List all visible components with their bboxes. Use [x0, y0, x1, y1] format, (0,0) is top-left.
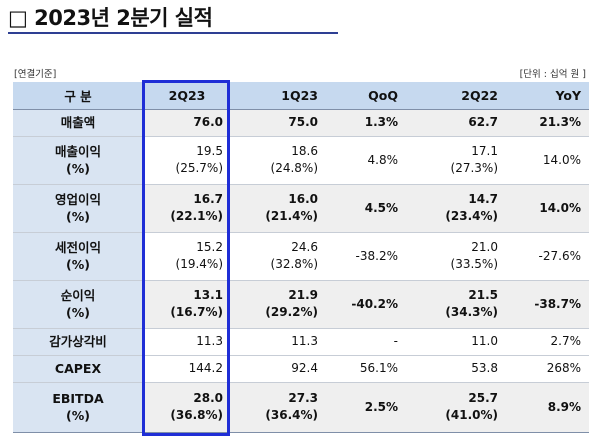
cell-qoq: -38.2%	[355, 248, 398, 263]
cell-2q23: 19.5 (25.7%)	[143, 136, 231, 184]
cell-qoq: 2.5%	[326, 382, 406, 432]
cell-1q23: 11.3	[291, 334, 318, 348]
header-category: 구 분	[13, 82, 143, 109]
cell-2q22: 53.8	[471, 361, 498, 375]
table-row: 순이익 (%) 13.1 (16.7%) 21.9 (29.2%) -40.2% 21…	[13, 280, 589, 328]
cell-qoq: 1.3%	[326, 109, 406, 136]
cell-2q23: 15.2 (19.4%)	[143, 232, 231, 280]
cell-yoy: 268%	[546, 361, 581, 375]
cell-1q23: 21.9 (29.2%)	[231, 280, 326, 328]
row-label: 세전이익 (%)	[13, 232, 143, 280]
cell-qoq: -	[393, 334, 398, 348]
page-title: □ 2023년 2분기 실적	[8, 6, 213, 30]
cell-qoq: -40.2%	[326, 280, 406, 328]
title-underline	[8, 32, 338, 34]
cell-1q23: 27.3 (36.4%)	[231, 382, 326, 432]
cell-qoq: 56.1%	[359, 361, 398, 375]
row-label: 감가상각비	[13, 328, 143, 355]
cell-qoq: 4.5%	[326, 184, 406, 232]
header-yoy: YoY	[506, 82, 589, 109]
cell-2q23: 144.2	[143, 355, 231, 382]
cell-2q22: 11.0	[471, 334, 498, 348]
cell-yoy: -38.7%	[506, 280, 589, 328]
cell-2q23: 76.0	[143, 109, 231, 136]
cell-1q23: 16.0 (21.4%)	[231, 184, 326, 232]
cell-2q22: 21.5 (34.3%)	[406, 280, 506, 328]
row-label: EBITDA (%)	[13, 382, 143, 432]
table-row: EBITDA (%) 28.0 (36.8%) 27.3 (36.4%) 2.5% 2…	[13, 382, 589, 432]
table-row: 감가상각비 11.3 11.3 - 11.0 2.7%	[13, 328, 589, 355]
cell-yoy: 14.0%	[506, 184, 589, 232]
table-row: CAPEX 144.2 92.4 56.1% 53.8 268%	[13, 355, 589, 382]
cell-2q22: 62.7	[406, 109, 506, 136]
header-row: 구 분 2Q23 1Q23 QoQ 2Q22 YoY	[13, 82, 589, 109]
cell-2q22: 21.0 (33.5%)	[450, 240, 498, 271]
cell-2q23: 13.1 (16.7%)	[143, 280, 231, 328]
performance-table: 구 분 2Q23 1Q23 QoQ 2Q22 YoY 매출액 76.0 75.0…	[13, 82, 589, 433]
cell-yoy: 14.0%	[542, 152, 581, 167]
cell-yoy: 8.9%	[506, 382, 589, 432]
header-1q23: 1Q23	[231, 82, 326, 109]
unit-note: [단위 : 십억 원 ]	[519, 69, 586, 80]
cell-qoq: 4.8%	[367, 152, 399, 167]
header-2q22: 2Q22	[406, 82, 506, 109]
table-row: 매출액 76.0 75.0 1.3% 62.7 21.3%	[13, 109, 589, 136]
cell-1q23: 92.4	[291, 361, 318, 375]
cell-yoy: -27.6%	[538, 248, 581, 263]
cell-yoy: 2.7%	[550, 334, 582, 348]
row-label: 매출이익 (%)	[13, 136, 143, 184]
cell-1q23: 24.6 (32.8%)	[270, 240, 318, 271]
row-label: 순이익 (%)	[13, 280, 143, 328]
basis-note: [연결기준]	[14, 69, 57, 80]
table-row: 영업이익 (%) 16.7 (22.1%) 16.0 (21.4%) 4.5% 14.…	[13, 184, 589, 232]
row-label: CAPEX	[13, 355, 143, 382]
cell-2q23: 28.0 (36.8%)	[143, 382, 231, 432]
header-2q23: 2Q23	[143, 82, 231, 109]
cell-2q23: 16.7 (22.1%)	[143, 184, 231, 232]
cell-2q23: 11.3	[143, 328, 231, 355]
cell-1q23: 18.6 (24.8%)	[270, 144, 318, 175]
row-label: 영업이익 (%)	[13, 184, 143, 232]
header-qoq: QoQ	[326, 82, 406, 109]
cell-2q22: 14.7 (23.4%)	[406, 184, 506, 232]
table-row: 세전이익 (%) 15.2 (19.4%) 24.6 (32.8%) -38.2% 2…	[13, 232, 589, 280]
cell-2q22: 17.1 (27.3%)	[450, 144, 498, 175]
row-label: 매출액	[13, 109, 143, 136]
cell-2q22: 25.7 (41.0%)	[406, 382, 506, 432]
cell-yoy: 21.3%	[506, 109, 589, 136]
table-row: 매출이익 (%) 19.5 (25.7%) 18.6 (24.8%) 4.8% 17.…	[13, 136, 589, 184]
cell-1q23: 75.0	[231, 109, 326, 136]
